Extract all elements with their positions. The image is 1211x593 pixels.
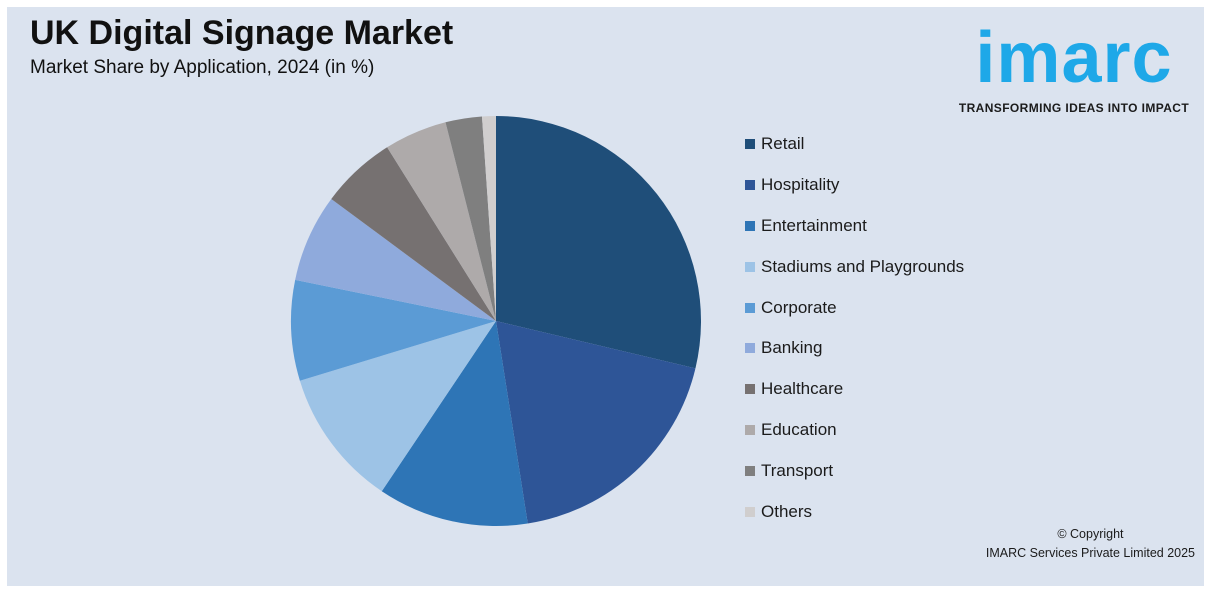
copyright-notice: © Copyright IMARC Services Private Limit…	[986, 525, 1195, 563]
chart-subtitle: Market Share by Application, 2024 (in %)	[30, 57, 375, 78]
legend-item-banking: Banking	[745, 328, 964, 369]
legend-label: Healthcare	[761, 379, 844, 399]
legend-swatch	[745, 180, 755, 191]
legend-label: Hospitality	[761, 175, 840, 195]
legend-swatch	[745, 343, 755, 354]
pie-slice-others	[481, 116, 496, 321]
logo-tagline: TRANSFORMING IDEAS INTO IMPACT	[958, 101, 1190, 115]
legend-label: Banking	[761, 338, 823, 358]
legend-item-entertainment: Entertainment	[745, 206, 964, 247]
pie-slice-entertainment	[381, 321, 528, 527]
legend-label: Education	[761, 419, 837, 439]
pie-slice-banking	[295, 198, 496, 321]
legend-item-corporate: Corporate	[745, 287, 964, 328]
legend-swatch	[745, 261, 755, 272]
legend-swatch	[745, 424, 755, 435]
legend-item-others: Others	[745, 491, 964, 532]
legend-label: Entertainment	[761, 215, 867, 235]
legend-swatch	[745, 139, 755, 150]
logo-wordmark: imarc	[975, 18, 1173, 98]
legend-label: Retail	[761, 134, 805, 154]
pie-slice-corporate	[291, 279, 496, 381]
pie-slice-education	[387, 122, 496, 321]
legend-swatch	[745, 465, 755, 476]
legend-label: Corporate	[761, 297, 837, 317]
pie-slice-stadiums-and-playgrounds	[299, 321, 496, 492]
legend-label: Transport	[761, 460, 834, 480]
legend-item-retail: Retail	[745, 124, 964, 165]
imarc-logo: imarc TRANSFORMING IDEAS INTO IMPACT	[958, 10, 1190, 120]
legend-item-stadiums-and-playgrounds: Stadiums and Playgrounds	[745, 246, 964, 287]
legend-swatch	[745, 384, 755, 395]
legend-item-education: Education	[745, 410, 964, 451]
legend-label: Others	[761, 501, 813, 521]
pie-slice-hospitality	[496, 321, 696, 524]
copyright-line-2: IMARC Services Private Limited 2025	[985, 546, 1195, 560]
pie-slice-transport	[445, 116, 496, 321]
legend-swatch	[745, 506, 755, 517]
chart-title: UK Digital Signage Market	[30, 14, 454, 52]
copyright-line-1: © Copyright	[1057, 527, 1124, 541]
chart-legend: Retail Hospitality Entertainment Stadiums a…	[745, 124, 964, 532]
legend-item-healthcare: Healthcare	[745, 369, 964, 410]
pie-slice-healthcare	[331, 147, 496, 321]
pie-slice-retail	[496, 115, 702, 369]
legend-label: Stadiums and Playgrounds	[761, 256, 965, 276]
legend-item-hospitality: Hospitality	[745, 165, 964, 206]
legend-item-transport: Transport	[745, 450, 964, 491]
legend-swatch	[745, 220, 755, 231]
legend-swatch	[745, 302, 755, 313]
